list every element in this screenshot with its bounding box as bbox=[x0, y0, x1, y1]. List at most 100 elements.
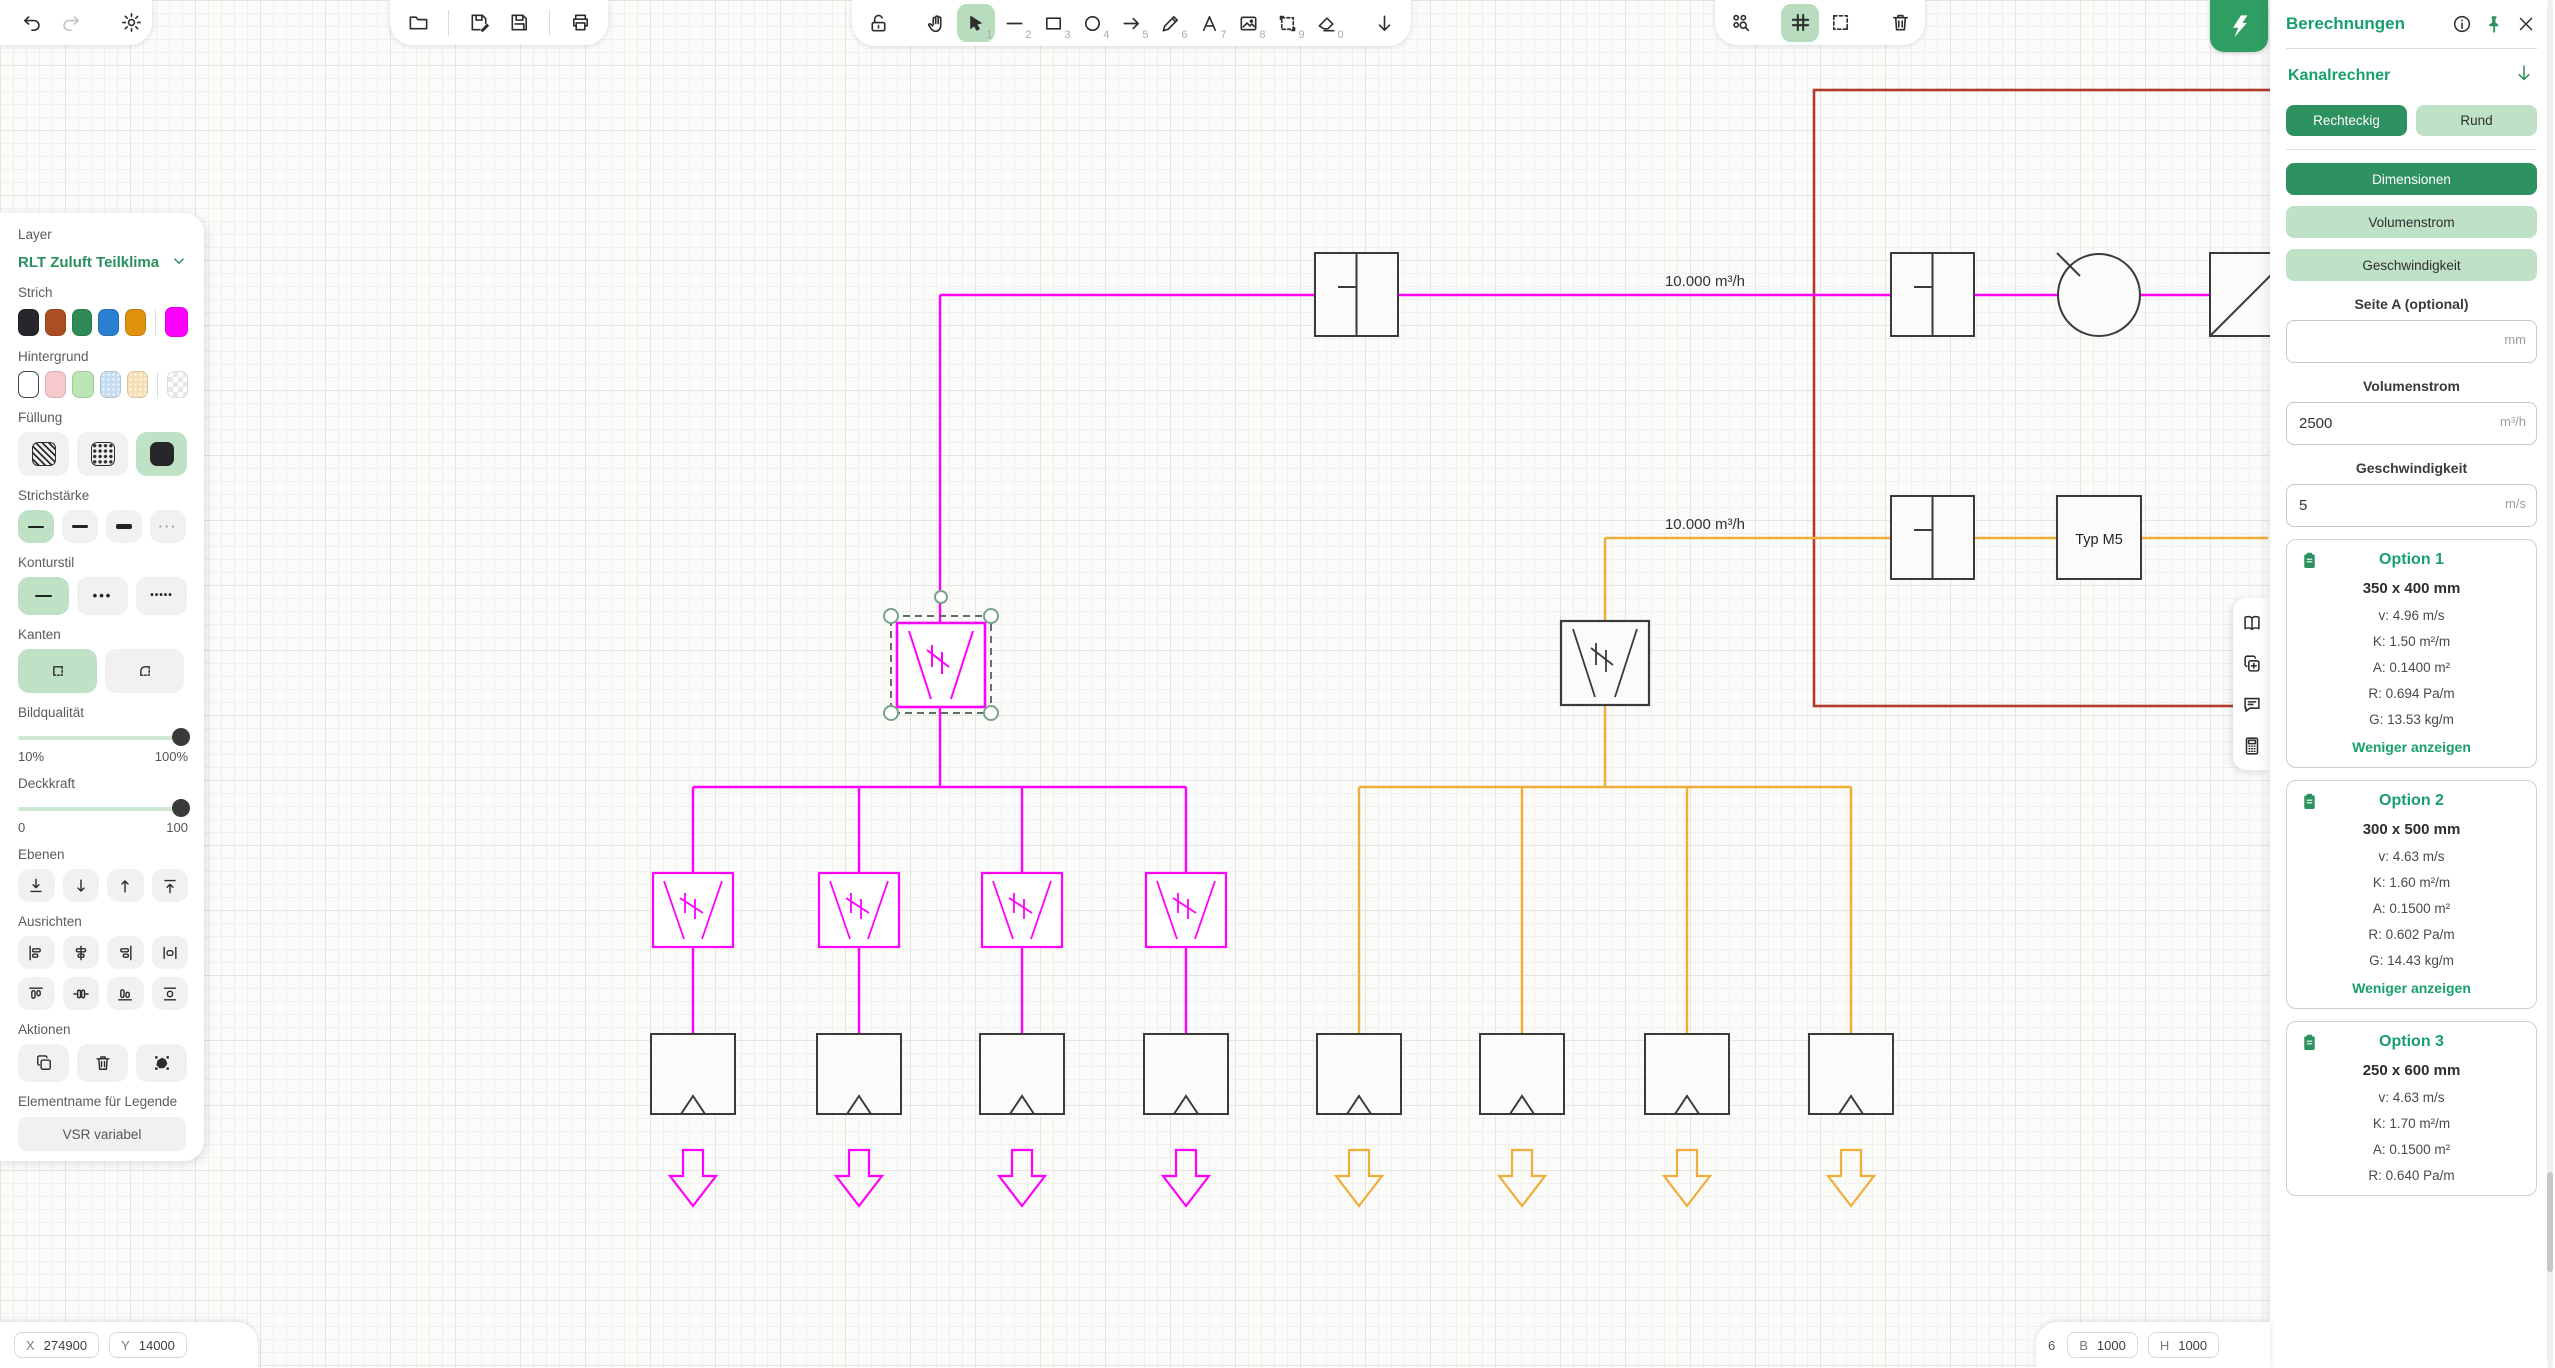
marquee-icon[interactable] bbox=[1821, 4, 1859, 42]
damper-symbol[interactable] bbox=[1890, 495, 1975, 580]
calculator-icon[interactable] bbox=[2239, 733, 2265, 759]
stroke-color-swatch[interactable] bbox=[98, 308, 120, 336]
rotate-handle[interactable] bbox=[934, 590, 948, 604]
geschwindigkeit-input[interactable] bbox=[2286, 484, 2537, 527]
copy-icon[interactable] bbox=[18, 1044, 69, 1082]
layer-down-icon[interactable] bbox=[62, 869, 99, 902]
group-icon[interactable] bbox=[136, 1044, 187, 1082]
air-outlet-boxes[interactable] bbox=[650, 1033, 1894, 1115]
line-tool[interactable]: 2 bbox=[1006, 22, 1032, 41]
width-field[interactable]: B 1000 bbox=[2067, 1332, 2138, 1358]
download-icon[interactable] bbox=[1366, 4, 1404, 42]
pin-icon[interactable] bbox=[2483, 13, 2505, 35]
height-field[interactable]: H 1000 bbox=[2147, 1332, 2220, 1358]
copy-plus-icon[interactable] bbox=[2239, 651, 2265, 677]
resize-handle[interactable] bbox=[883, 608, 899, 624]
damper-symbol[interactable] bbox=[1314, 252, 1399, 337]
stroke-color-swatch[interactable] bbox=[71, 308, 93, 336]
x-coordinate[interactable]: X 274900 bbox=[14, 1332, 100, 1358]
y-coordinate[interactable]: Y 14000 bbox=[109, 1332, 187, 1358]
stroke-width-custom[interactable]: ··· bbox=[150, 510, 186, 543]
fill-hatch-button[interactable] bbox=[18, 432, 69, 476]
mode-geschwindigkeit-button[interactable]: Geschwindigkeit bbox=[2286, 249, 2537, 281]
fill-solid-button[interactable] bbox=[136, 432, 187, 476]
stroke-color-swatch[interactable] bbox=[18, 308, 39, 336]
trash-icon[interactable] bbox=[1881, 4, 1919, 42]
layer-select[interactable]: RLT Zuluft Teilklima bbox=[18, 252, 188, 273]
shape-round-button[interactable]: Rund bbox=[2416, 105, 2537, 136]
image-quality-slider[interactable] bbox=[18, 727, 190, 747]
comment-icon[interactable] bbox=[2239, 692, 2265, 718]
supply-arrows-magenta[interactable] bbox=[667, 1148, 1212, 1208]
corner-sharp-icon[interactable] bbox=[18, 649, 97, 693]
undo-icon[interactable] bbox=[12, 4, 50, 42]
show-less-link[interactable]: Weniger anzeigen bbox=[2352, 739, 2471, 755]
stroke-color-swatch[interactable] bbox=[44, 308, 66, 336]
mode-dimensionen-button[interactable]: Dimensionen bbox=[2286, 163, 2537, 195]
unlock-icon[interactable] bbox=[860, 4, 898, 42]
align-center-box-icon[interactable] bbox=[151, 936, 188, 969]
clipboard-icon[interactable] bbox=[2299, 791, 2320, 812]
select-tool[interactable]: 1 bbox=[956, 4, 995, 42]
selection-overlay[interactable] bbox=[883, 590, 999, 721]
seite-a-input[interactable] bbox=[2286, 320, 2537, 363]
rectangle-tool[interactable]: 3 bbox=[1035, 4, 1073, 42]
bg-color-swatch[interactable] bbox=[72, 371, 94, 398]
resize-handle[interactable] bbox=[983, 705, 999, 721]
supply-arrows-orange[interactable] bbox=[1333, 1148, 1877, 1208]
redo-icon[interactable] bbox=[52, 4, 90, 42]
clipboard-icon[interactable] bbox=[2299, 550, 2320, 571]
bg-color-swatch[interactable] bbox=[99, 371, 121, 398]
book-icon[interactable] bbox=[2239, 610, 2265, 636]
fill-dots-button[interactable] bbox=[77, 432, 128, 476]
folder-icon[interactable] bbox=[399, 4, 437, 42]
bg-color-swatch[interactable] bbox=[18, 371, 40, 398]
volumenstrom-input[interactable] bbox=[2286, 402, 2537, 445]
mode-volumenstrom-button[interactable]: Volumenstrom bbox=[2286, 206, 2537, 238]
vsr-symbol-selected[interactable] bbox=[895, 621, 987, 709]
info-icon[interactable] bbox=[2451, 13, 2473, 35]
magenta-duct-lines[interactable] bbox=[691, 293, 2268, 1034]
layer-front-icon[interactable] bbox=[151, 869, 188, 902]
arrow-tool[interactable]: 5 bbox=[1113, 4, 1151, 42]
circle-tool[interactable]: 4 bbox=[1074, 4, 1112, 42]
clipboard-icon[interactable] bbox=[2299, 1032, 2320, 1053]
shape-rect-button[interactable]: Rechteckig bbox=[2286, 105, 2407, 136]
contour-solid[interactable] bbox=[18, 577, 69, 615]
bg-color-swatch[interactable] bbox=[45, 371, 67, 398]
resize-handle[interactable] bbox=[883, 705, 899, 721]
align-bottom-icon[interactable] bbox=[107, 977, 144, 1010]
eraser-tool[interactable]: 0 bbox=[1308, 4, 1346, 42]
fan-symbol[interactable] bbox=[2056, 252, 2141, 337]
duct-component-boxes[interactable]: Typ M5 bbox=[1314, 252, 2294, 580]
slider-knob[interactable] bbox=[172, 799, 190, 817]
trash-icon[interactable] bbox=[77, 1044, 128, 1082]
grid-toggle[interactable] bbox=[1781, 3, 1819, 42]
bg-color-swatch[interactable] bbox=[126, 371, 149, 398]
opacity-slider[interactable] bbox=[18, 798, 190, 818]
resize-handle[interactable] bbox=[983, 608, 999, 624]
image-tool[interactable]: 8 bbox=[1230, 4, 1268, 42]
save-as-icon[interactable] bbox=[460, 4, 498, 42]
contour-dotted[interactable]: ••••• bbox=[136, 577, 187, 615]
layer-back-icon[interactable] bbox=[18, 869, 55, 902]
flow-rate-label[interactable]: 10.000 m³/h bbox=[1665, 516, 1745, 533]
save-icon[interactable] bbox=[500, 4, 538, 42]
align-center-h-icon[interactable] bbox=[62, 936, 99, 969]
filter-box[interactable]: Typ M5 bbox=[2056, 495, 2142, 580]
vsr-symbols-small[interactable] bbox=[651, 871, 1228, 949]
damper-symbol[interactable] bbox=[1890, 252, 1975, 337]
frame-tool[interactable]: 9 bbox=[1269, 4, 1307, 42]
stroke-width-medium[interactable] bbox=[62, 510, 98, 543]
align-middle-v-icon[interactable] bbox=[151, 977, 188, 1010]
corner-round-icon[interactable] bbox=[105, 649, 184, 693]
panel-scrollbar-thumb[interactable] bbox=[2547, 1172, 2553, 1272]
legend-name-value[interactable]: VSR variabel bbox=[18, 1117, 186, 1151]
flow-rate-label[interactable]: 10.000 m³/h bbox=[1665, 273, 1745, 290]
orange-duct-lines[interactable] bbox=[1357, 536, 2268, 1034]
pencil-tool[interactable]: 6 bbox=[1152, 4, 1190, 42]
duct-calculator-section[interactable]: Kanalrechner bbox=[2288, 62, 2535, 89]
vsr-symbol[interactable] bbox=[1559, 619, 1651, 707]
close-icon[interactable] bbox=[2515, 13, 2537, 35]
